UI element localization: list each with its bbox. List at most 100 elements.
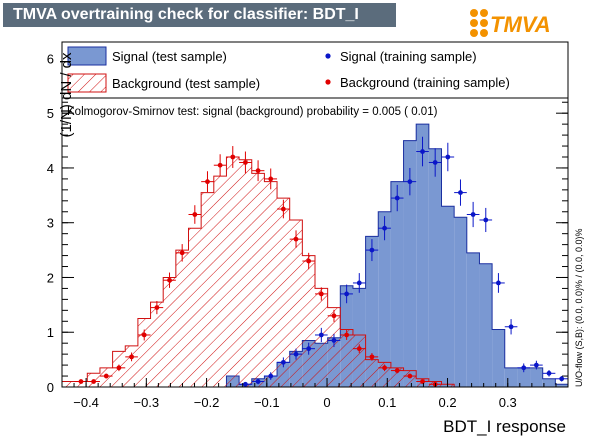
signal-train-point xyxy=(280,359,286,365)
y-axis-label: (1/N) dN / dx xyxy=(58,52,75,138)
background-train-point xyxy=(103,373,109,379)
legend-label-signal-test: Signal (test sample) xyxy=(112,49,227,64)
signal-test-bar xyxy=(466,252,480,387)
signal-train-point xyxy=(268,373,274,379)
y-tick-label: 0 xyxy=(47,380,54,395)
x-axis-label: BDT_I response xyxy=(443,417,566,436)
signal-test-bar xyxy=(416,124,429,387)
logo-dot xyxy=(470,29,478,37)
y-tick-label: 1 xyxy=(47,325,54,340)
background-train-point xyxy=(167,277,172,283)
background-test-bar xyxy=(150,302,164,387)
signal-train-point xyxy=(344,291,350,297)
background-test-bar xyxy=(264,181,278,387)
signal-test-bar xyxy=(378,211,391,387)
background-test-bar xyxy=(340,329,353,387)
signal-test-bar xyxy=(403,140,417,387)
background-train-point xyxy=(205,179,210,185)
signal-test-bar xyxy=(365,236,379,387)
signal-test-bar xyxy=(479,263,493,387)
signal-train-point xyxy=(382,225,387,231)
background-test-bar xyxy=(390,367,404,387)
title-bar: TMVA overtraining check for classifier: … xyxy=(3,3,396,27)
signal-train-point xyxy=(293,351,299,357)
background-train-point xyxy=(116,365,122,371)
signal-train-point xyxy=(533,362,539,368)
signal-test-bar xyxy=(428,148,442,387)
background-train-point xyxy=(306,258,312,264)
signal-test-bar xyxy=(441,206,455,387)
background-train-point xyxy=(154,305,160,310)
x-tick-label: −0.3 xyxy=(133,395,159,410)
signal-train-point xyxy=(470,212,476,217)
background-train-point xyxy=(344,332,350,338)
signal-train-point xyxy=(546,370,552,376)
legend-label-background-train: Background (training sample) xyxy=(340,75,510,90)
background-train-point xyxy=(420,379,425,384)
logo-dot xyxy=(470,19,478,27)
plot-title: TMVA overtraining check for classifier: … xyxy=(13,6,359,23)
signal-test-bar xyxy=(530,367,543,387)
logo-dot xyxy=(470,9,478,17)
signal-train-point xyxy=(559,376,565,382)
background-train-point xyxy=(129,354,134,360)
logo-dot xyxy=(480,19,488,27)
x-tick-label: 0.2 xyxy=(438,395,456,410)
signal-train-point xyxy=(394,195,400,201)
y-tick-label: 3 xyxy=(47,216,54,231)
background-train-point xyxy=(394,368,400,373)
background-test-bar xyxy=(289,219,303,387)
x-tick-label: 0.1 xyxy=(378,395,396,410)
background-train-point xyxy=(179,250,185,256)
background-train-point xyxy=(230,154,236,160)
logo-dot xyxy=(480,9,488,17)
background-train-point xyxy=(91,379,97,384)
background-test-bar xyxy=(302,255,315,387)
signal-train-point xyxy=(243,381,248,387)
background-train-point xyxy=(268,176,274,182)
background-test-bar xyxy=(226,157,240,387)
y-tick-label: 5 xyxy=(47,106,54,121)
background-train-point xyxy=(243,160,248,165)
signal-train-point xyxy=(369,247,375,253)
signal-train-point xyxy=(356,280,362,286)
legend-marker-signal-train xyxy=(325,53,331,59)
signal-train-point xyxy=(432,160,438,165)
legend-marker-background-train xyxy=(325,79,331,85)
background-test-bar xyxy=(213,176,227,387)
background-train-point xyxy=(255,168,261,174)
signal-test-bar xyxy=(492,329,505,387)
background-test-bar xyxy=(163,277,176,387)
background-train-point xyxy=(141,332,147,338)
signal-test-bar xyxy=(454,217,467,387)
signal-train-point xyxy=(521,365,527,371)
background-train-point xyxy=(369,354,375,360)
background-test-bar xyxy=(327,307,341,387)
signal-test-bar xyxy=(517,367,531,387)
x-tick-label: −0.1 xyxy=(254,395,280,410)
signal-test-bar xyxy=(542,378,556,387)
ks-test-annotation: Kolmogorov-Smirnov test: signal (backgro… xyxy=(67,106,438,118)
background-train-point xyxy=(78,379,84,384)
background-train-point xyxy=(280,206,286,212)
overflow-label: U/O-flow (S,B): (0.0, 0.0)% / (0.0, 0.0)… xyxy=(574,228,584,387)
y-tick-label: 6 xyxy=(47,51,54,66)
background-test-bar xyxy=(277,198,290,387)
legend-swatch-signal-test xyxy=(67,46,107,66)
background-train-point xyxy=(331,313,337,319)
background-test-bar xyxy=(251,173,265,387)
x-tick-label: 0.3 xyxy=(499,395,517,410)
y-tick-label: 2 xyxy=(47,270,54,285)
legend-swatch-background-test xyxy=(67,73,107,93)
background-test-bar xyxy=(201,192,214,387)
signal-train-point xyxy=(445,154,451,160)
x-tick-label: −0.4 xyxy=(73,395,99,410)
signal-test-bar xyxy=(504,367,518,387)
logo-dot xyxy=(480,29,488,37)
signal-train-point xyxy=(318,332,324,338)
signal-test-bar xyxy=(555,384,568,387)
background-test-bar xyxy=(125,345,138,387)
background-train-point xyxy=(217,162,223,168)
